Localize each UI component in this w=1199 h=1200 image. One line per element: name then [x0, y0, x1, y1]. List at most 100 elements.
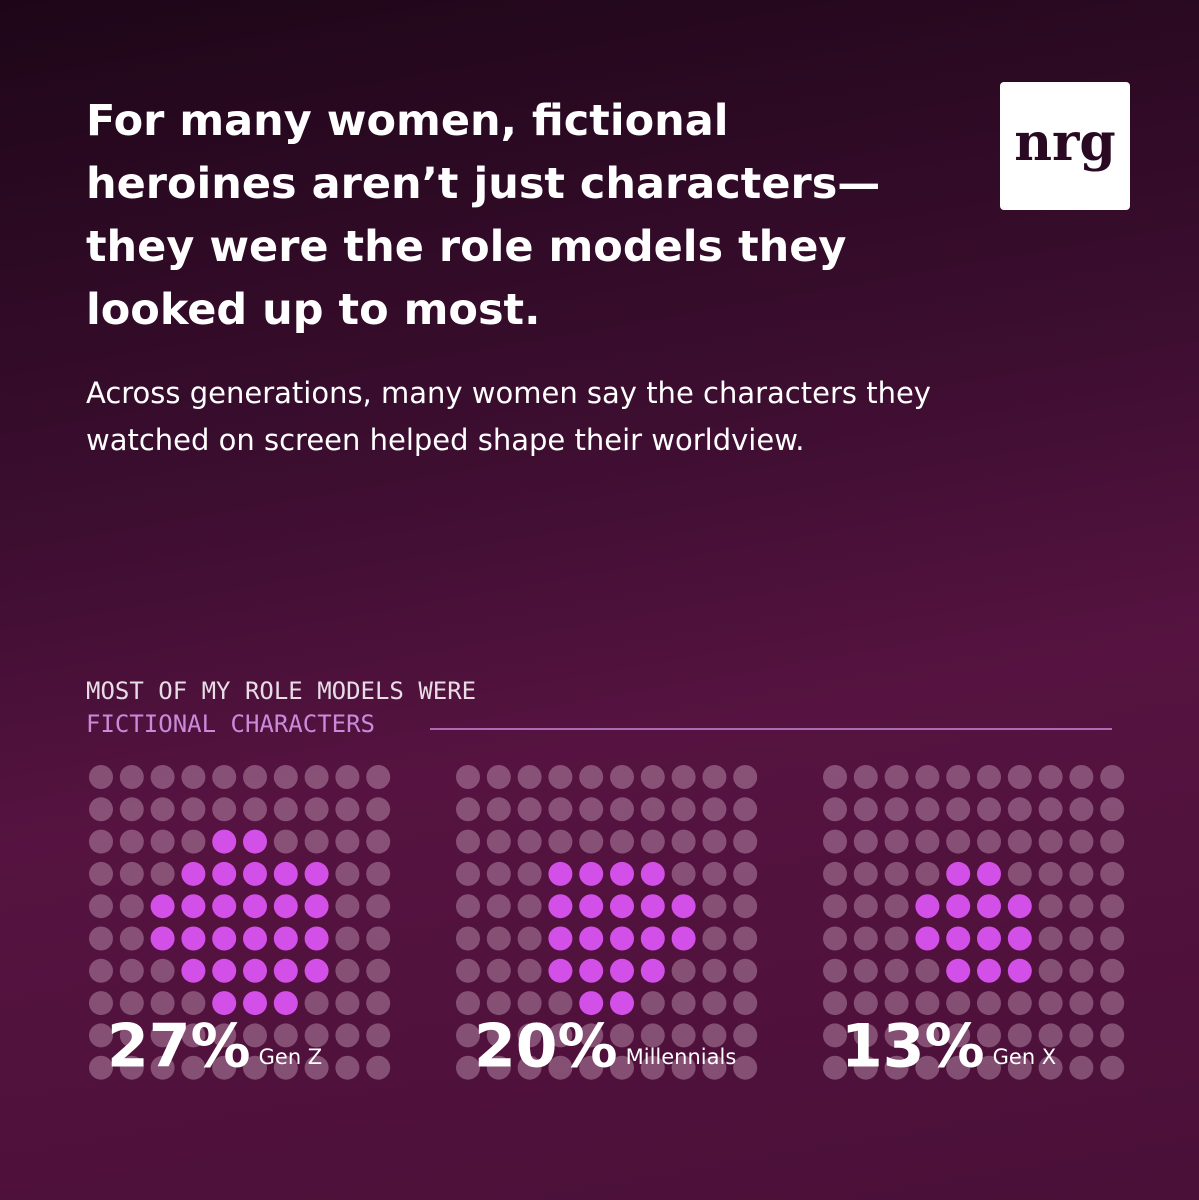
dot	[119, 926, 144, 951]
dot	[884, 958, 909, 983]
dot	[823, 991, 847, 1016]
dot-filled	[1007, 894, 1032, 919]
dot	[702, 958, 727, 983]
dot	[150, 991, 175, 1016]
dot	[671, 861, 696, 886]
value-label: 13%	[841, 1012, 985, 1082]
dot	[853, 894, 878, 919]
dot	[915, 958, 940, 983]
dot	[119, 861, 144, 886]
dot	[915, 991, 940, 1016]
dot-filled	[304, 926, 329, 951]
waffle-grid	[823, 765, 1125, 1080]
dot	[640, 797, 665, 822]
dot	[517, 765, 542, 789]
dot	[366, 797, 391, 822]
dot	[1069, 926, 1094, 951]
dot	[610, 797, 634, 822]
dot	[304, 797, 329, 822]
dot-filled	[1007, 958, 1032, 983]
dot	[517, 958, 542, 983]
dot	[335, 1023, 360, 1048]
dot	[89, 861, 113, 886]
dot	[977, 991, 1001, 1016]
dot-filled	[610, 861, 634, 886]
dot	[304, 765, 329, 789]
dot	[89, 829, 113, 854]
dot	[1069, 797, 1094, 822]
dot	[884, 991, 909, 1016]
dot	[884, 829, 909, 854]
dot	[335, 765, 360, 789]
dot	[548, 991, 573, 1016]
dot	[671, 829, 696, 854]
dot	[456, 797, 480, 822]
dot	[1100, 894, 1125, 919]
dot	[517, 894, 542, 919]
dot	[671, 765, 696, 789]
dot	[119, 894, 144, 919]
dot-filled	[640, 958, 665, 983]
dot-filled	[610, 991, 634, 1016]
headline: For many women, fictional heroines aren’…	[86, 96, 881, 335]
dot-filled	[915, 894, 940, 919]
dot	[486, 765, 511, 789]
dot	[977, 1055, 1001, 1080]
dot	[1100, 829, 1125, 854]
dot	[733, 894, 758, 919]
dot	[517, 1055, 542, 1080]
dot	[823, 958, 847, 983]
dot	[853, 829, 878, 854]
dot	[946, 1055, 971, 1080]
dot	[150, 958, 175, 983]
dot	[1100, 1055, 1125, 1080]
dot	[119, 991, 144, 1016]
dot-filled	[304, 894, 329, 919]
dot	[366, 958, 391, 983]
dot	[671, 991, 696, 1016]
dot-filled	[212, 829, 237, 854]
dot-filled	[579, 861, 604, 886]
dot-filled	[640, 926, 665, 951]
dot	[119, 1023, 144, 1048]
dot-filled	[610, 894, 634, 919]
dot	[548, 797, 573, 822]
dot	[977, 765, 1001, 789]
dot	[1069, 1055, 1094, 1080]
dot	[884, 1055, 909, 1080]
category-label: Millennials	[626, 1045, 737, 1069]
dot-filled	[243, 829, 267, 854]
dot	[1038, 1023, 1063, 1048]
dot	[517, 829, 542, 854]
dot	[335, 958, 360, 983]
dot	[119, 797, 144, 822]
dot	[884, 797, 909, 822]
dot	[610, 1055, 634, 1080]
dot-filled	[610, 926, 634, 951]
dot	[671, 1023, 696, 1048]
dot	[915, 797, 940, 822]
dot	[1100, 861, 1125, 886]
dot	[273, 829, 298, 854]
dot	[1069, 861, 1094, 886]
chart-title: MOST OF MY ROLE MODELS WERE	[86, 677, 476, 705]
dot-filled	[212, 894, 237, 919]
dot	[89, 958, 113, 983]
waffle-grid	[89, 765, 391, 1080]
dot	[853, 958, 878, 983]
waffle-fill	[915, 861, 1032, 983]
dot	[366, 861, 391, 886]
dot-filled	[181, 958, 206, 983]
dot	[89, 797, 113, 822]
dot-filled	[150, 894, 175, 919]
dot	[273, 797, 298, 822]
dot-filled	[977, 958, 1001, 983]
dot-filled	[977, 894, 1001, 919]
dot	[853, 797, 878, 822]
dot	[335, 797, 360, 822]
dot	[579, 765, 604, 789]
dot	[486, 1055, 511, 1080]
dot	[823, 829, 847, 854]
subheadline: Across generations, many women say the c…	[86, 376, 931, 457]
dot	[640, 1023, 665, 1048]
